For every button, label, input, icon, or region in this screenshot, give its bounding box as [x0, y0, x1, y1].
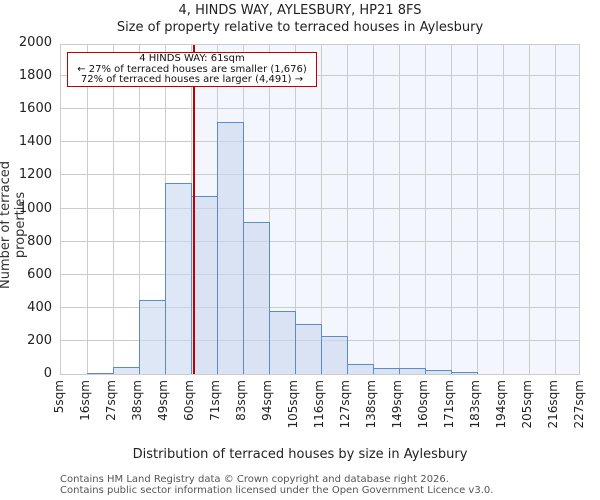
- footer-copyright: Contains HM Land Registry data © Crown c…: [60, 474, 449, 485]
- plot-area: 4 HINDS WAY: 61sqm ← 27% of terraced hou…: [60, 44, 580, 375]
- gridline-horizontal: [61, 240, 579, 242]
- histogram-bar: [269, 311, 296, 374]
- x-tick-label: 94sqm: [260, 380, 274, 421]
- gridline-horizontal: [61, 75, 579, 77]
- x-tick-label: 149sqm: [390, 380, 404, 429]
- histogram-bar: [373, 368, 400, 374]
- gridline-vertical: [451, 45, 452, 374]
- histogram-bar: [451, 372, 478, 374]
- property-annotation-box: 4 HINDS WAY: 61sqm ← 27% of terraced hou…: [67, 52, 317, 87]
- x-tick-label: 27sqm: [104, 380, 118, 421]
- gridline-horizontal: [61, 273, 579, 275]
- y-axis-label: Number of terraced properties: [0, 161, 28, 289]
- x-tick-label: 16sqm: [78, 380, 92, 421]
- histogram-bar: [165, 183, 192, 374]
- footer-licence: Contains public sector information licen…: [60, 485, 494, 496]
- gridline-vertical: [87, 45, 88, 374]
- y-tick-label: 1600: [18, 101, 52, 117]
- gridline-horizontal: [61, 141, 579, 143]
- x-tick-label: 127sqm: [338, 380, 352, 429]
- x-tick-label: 227sqm: [572, 380, 586, 429]
- histogram-bar: [139, 300, 166, 374]
- y-tick-label: 1400: [18, 134, 52, 150]
- gridline-horizontal: [61, 174, 579, 176]
- histogram-bar: [425, 370, 452, 374]
- chart-subtitle: Size of property relative to terraced ho…: [116, 20, 484, 35]
- x-tick-label: 205sqm: [520, 380, 534, 429]
- y-tick-label: 0: [43, 366, 52, 381]
- y-tick-label: 1800: [18, 68, 52, 84]
- histogram-bar: [347, 364, 374, 374]
- x-tick-label: 83sqm: [234, 380, 248, 421]
- histogram-bar: [87, 372, 114, 374]
- x-tick-label: 160sqm: [416, 380, 430, 429]
- gridline-vertical: [113, 45, 114, 374]
- histogram-bar: [217, 122, 244, 374]
- histogram-bar: [321, 336, 348, 374]
- y-tick-label: 1200: [18, 167, 52, 183]
- y-tick-label: 600: [27, 266, 52, 282]
- gridline-vertical: [477, 45, 478, 374]
- gridline-horizontal: [61, 108, 579, 110]
- gridline-vertical: [321, 45, 322, 374]
- annotation-line-3: 72% of terraced houses are larger (4,491…: [80, 74, 304, 85]
- y-tick-label: 2000: [18, 35, 52, 50]
- histogram-bar: [113, 367, 140, 374]
- x-tick-label: 116sqm: [312, 380, 326, 429]
- annotation-line-2: ← 27% of terraced houses are smaller (1,…: [77, 63, 307, 75]
- gridline-vertical: [347, 45, 348, 374]
- x-tick-label: 49sqm: [156, 380, 170, 421]
- gridline-vertical: [139, 45, 140, 374]
- x-tick-label: 183sqm: [468, 380, 482, 429]
- x-tick-label: 171sqm: [442, 380, 456, 429]
- gridline-vertical: [373, 45, 374, 374]
- gridline-horizontal: [61, 207, 579, 209]
- gridline-vertical: [399, 45, 400, 374]
- y-tick-label: 400: [27, 299, 52, 315]
- gridline-vertical: [425, 45, 426, 374]
- x-tick-label: 5sqm: [52, 380, 66, 414]
- gridline-vertical: [555, 45, 556, 374]
- y-tick-label: 800: [27, 233, 52, 249]
- gridline-vertical: [269, 45, 270, 374]
- y-tick-label: 1000: [18, 200, 52, 216]
- histogram-bar: [295, 324, 322, 374]
- gridline-vertical: [295, 45, 296, 374]
- annotation-line-1: 4 HINDS WAY: 61sqm: [139, 53, 245, 64]
- x-tick-label: 38sqm: [130, 380, 144, 421]
- x-tick-label: 105sqm: [286, 380, 300, 429]
- gridline-horizontal: [61, 306, 579, 308]
- gridline-vertical: [503, 45, 504, 374]
- x-tick-label: 138sqm: [364, 380, 378, 429]
- x-tick-label: 216sqm: [546, 380, 560, 429]
- histogram-bar: [243, 222, 270, 374]
- property-marker-line: [193, 45, 195, 374]
- chart-title: 4, HINDS WAY, AYLESBURY, HP21 8FS: [178, 3, 422, 18]
- histogram-bar: [191, 196, 218, 374]
- x-tick-label: 71sqm: [208, 380, 222, 421]
- x-axis-label: Distribution of terraced houses by size …: [132, 447, 468, 462]
- y-tick-label: 200: [27, 332, 52, 348]
- histogram-bar: [399, 368, 426, 374]
- gridline-vertical: [529, 45, 530, 374]
- x-tick-label: 60sqm: [182, 380, 196, 421]
- x-tick-label: 194sqm: [494, 380, 508, 429]
